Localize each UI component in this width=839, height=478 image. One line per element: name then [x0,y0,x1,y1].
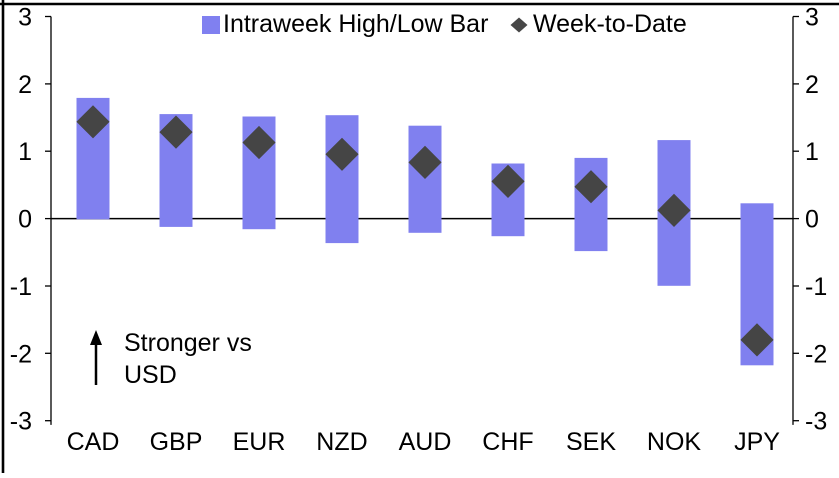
svg-text:NOK: NOK [647,428,702,456]
svg-text:-2: -2 [805,340,827,368]
svg-text:0: 0 [18,206,32,234]
svg-text:-3: -3 [10,408,32,436]
svg-text:GBP: GBP [150,428,203,456]
svg-text:SEK: SEK [566,428,616,456]
svg-text:NZD: NZD [316,428,367,456]
svg-text:2: 2 [805,71,819,99]
svg-text:-1: -1 [805,273,827,301]
svg-text:-3: -3 [805,408,827,436]
svg-text:0: 0 [805,206,819,234]
svg-text:EUR: EUR [233,428,286,456]
svg-text:AUD: AUD [399,428,452,456]
svg-text:-1: -1 [10,273,32,301]
svg-text:-2: -2 [10,340,32,368]
svg-text:1: 1 [805,138,819,166]
svg-text:CHF: CHF [482,428,533,456]
svg-text:2: 2 [18,71,32,99]
svg-text:3: 3 [805,4,819,32]
svg-text:CAD: CAD [67,428,120,456]
svg-text:JPY: JPY [734,428,780,456]
svg-text:Intraweek High/Low Bar: Intraweek High/Low Bar [223,10,488,38]
svg-text:3: 3 [18,4,32,32]
svg-text:1: 1 [18,138,32,166]
svg-text:USD: USD [124,361,177,389]
svg-text:Stronger vs: Stronger vs [124,329,252,357]
svg-text:Week-to-Date: Week-to-Date [533,10,687,38]
